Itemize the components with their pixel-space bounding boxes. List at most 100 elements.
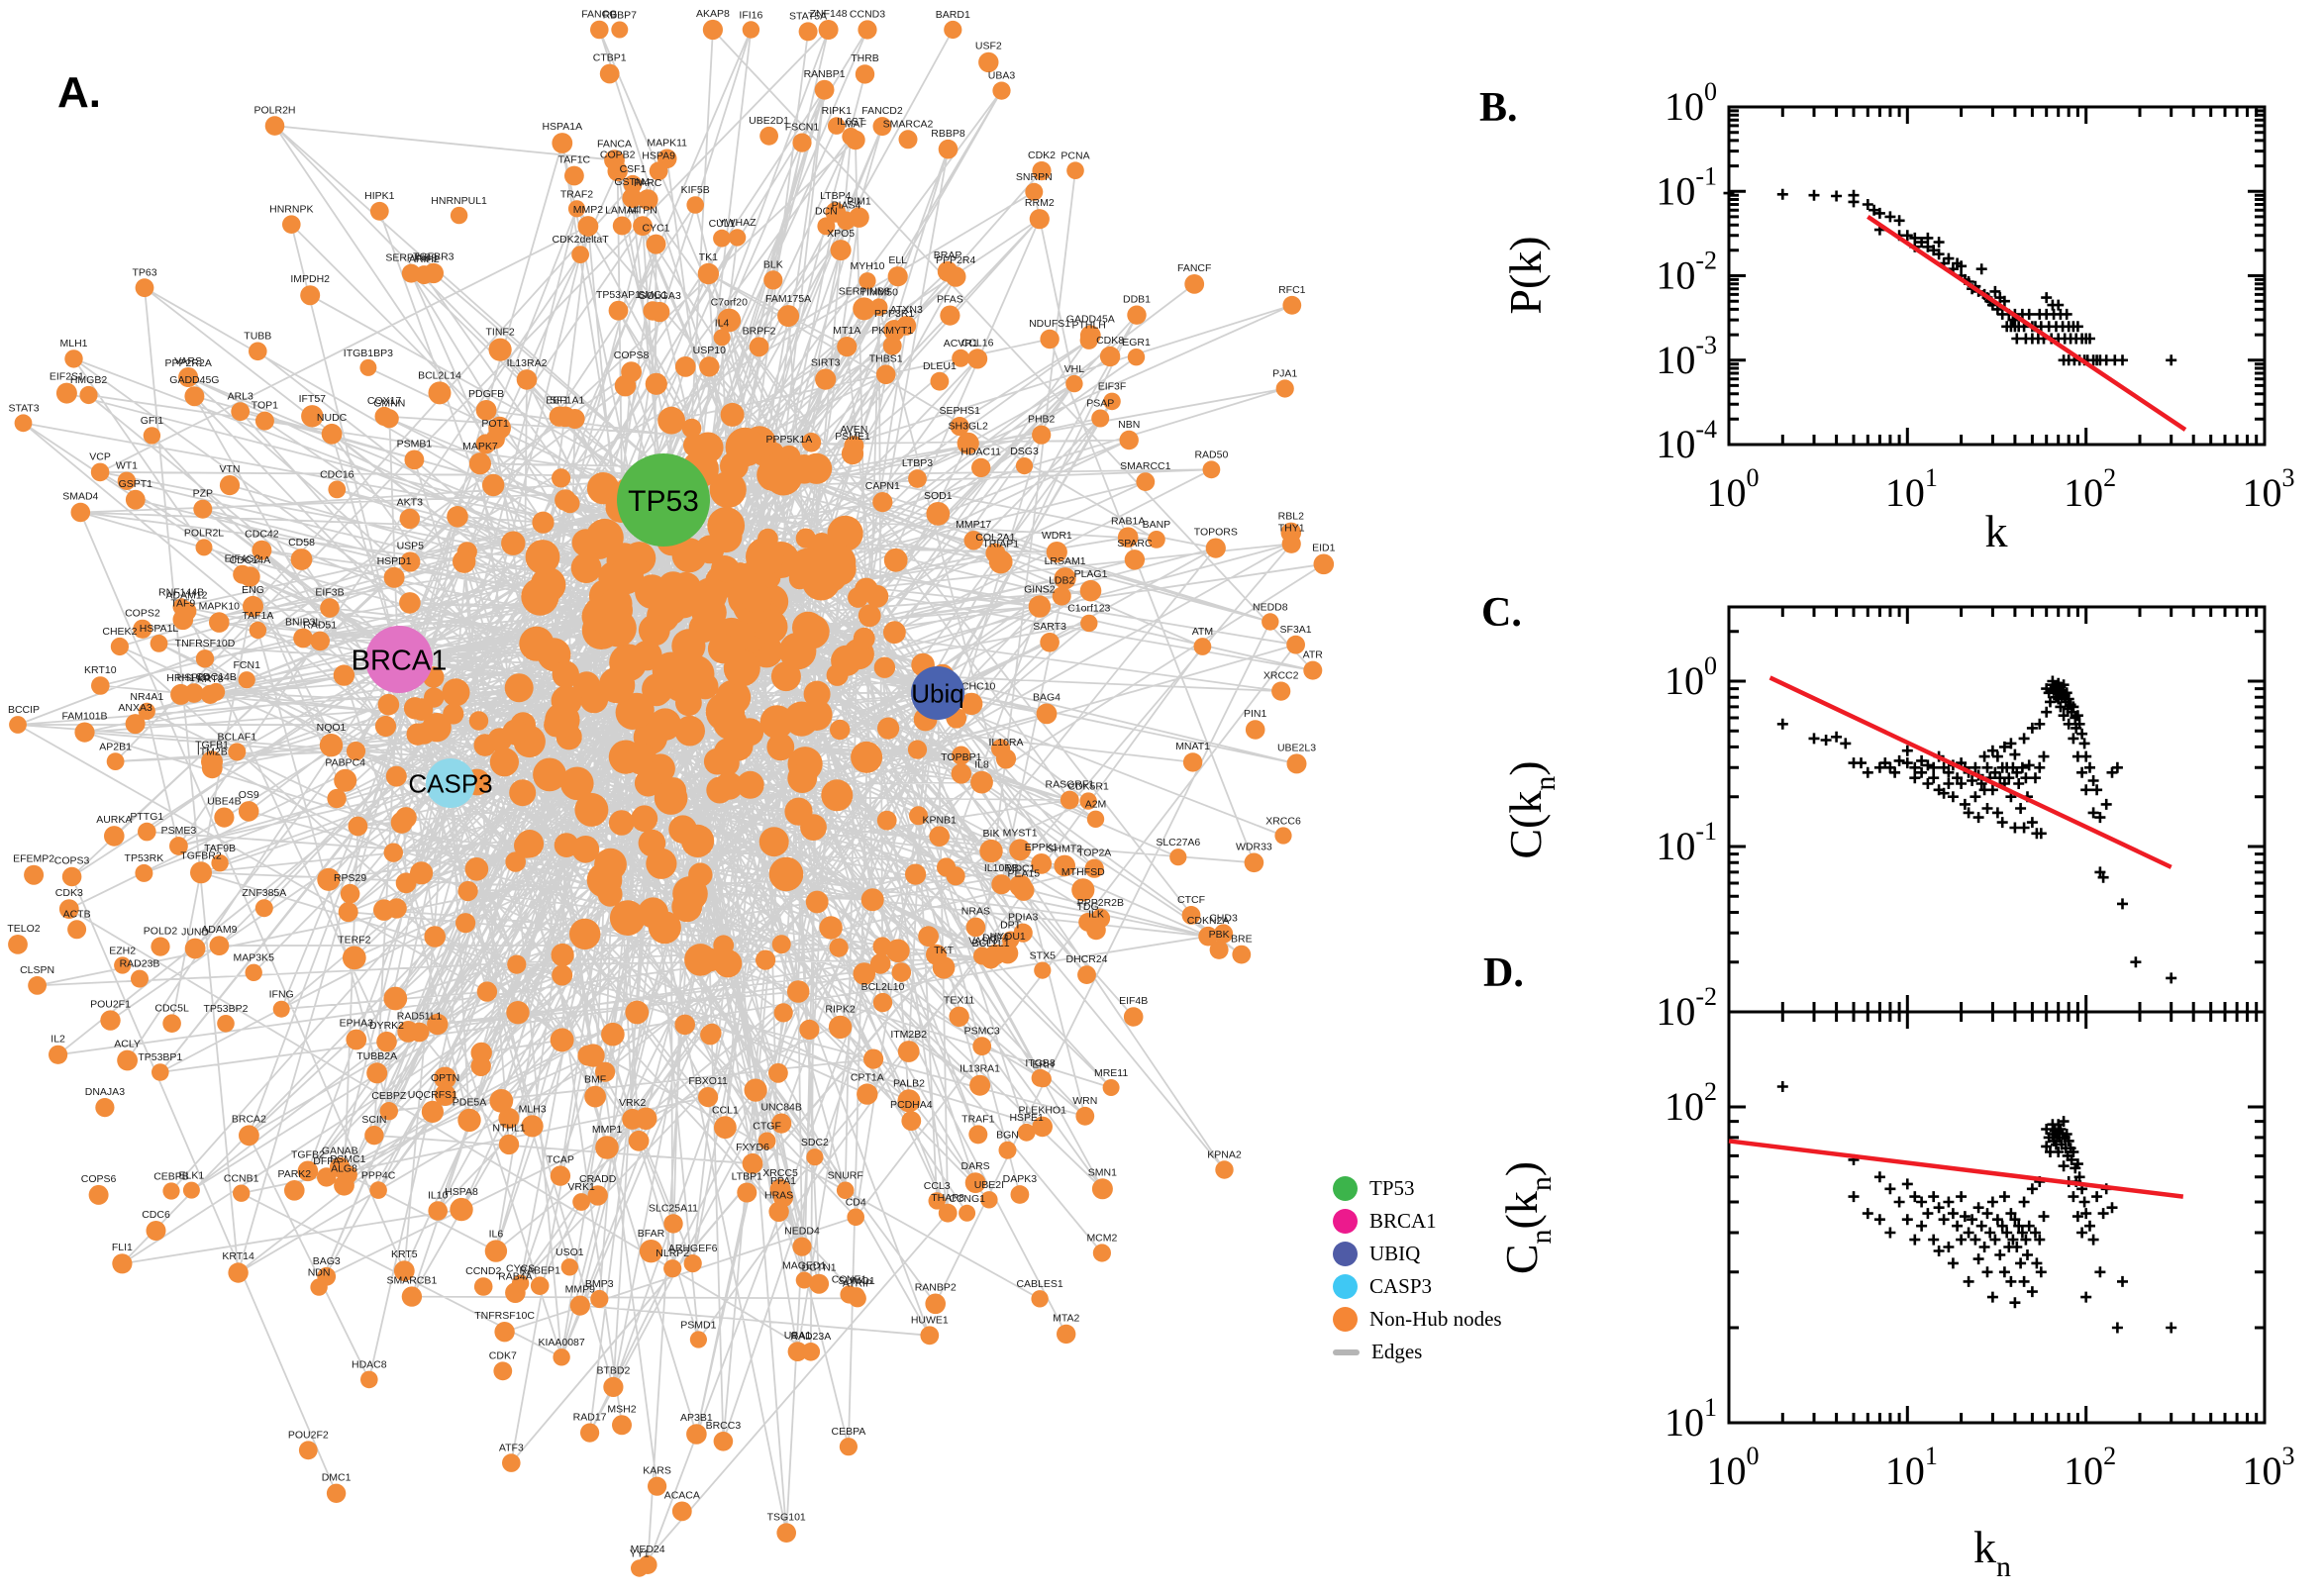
- gene-label: PPP2R2A: [165, 357, 212, 369]
- gene-label: YY1: [630, 1547, 650, 1559]
- network-node: [468, 711, 489, 731]
- network-node: [90, 462, 110, 482]
- network-node: [764, 457, 803, 496]
- gene-label: XRCC5: [762, 1167, 798, 1179]
- network-node: [671, 1501, 692, 1522]
- network-node: [608, 558, 644, 595]
- network-node: [553, 1348, 570, 1366]
- network-node: [725, 427, 765, 467]
- network-node: [967, 349, 988, 369]
- network-node: [846, 130, 865, 150]
- network-node: [960, 692, 983, 716]
- gene-label: JUND: [181, 927, 209, 939]
- gene-label: PARC: [634, 177, 662, 189]
- gene-label: TP53BP1: [138, 1051, 182, 1063]
- gene-label: PFAS: [937, 294, 963, 306]
- gene-label: UBE2I: [974, 1179, 1004, 1191]
- gene-label: FCN1: [233, 659, 260, 671]
- gene-label: TSG101: [767, 1511, 806, 1523]
- gene-label: UNC84B: [760, 1102, 801, 1114]
- hub-node-brca1: [365, 626, 433, 693]
- network-node: [401, 1286, 423, 1307]
- gene-label: PSME3: [161, 825, 197, 837]
- network-node: [873, 656, 896, 678]
- network-node: [869, 298, 888, 317]
- gene-label: NQO1: [317, 722, 347, 734]
- network-node: [1213, 924, 1234, 944]
- gene-label: UBE2D1: [749, 115, 789, 127]
- scatter-points: [1723, 187, 2177, 366]
- gene-label: RRM2: [1025, 197, 1055, 209]
- gene-label: DPT: [1000, 920, 1022, 932]
- gene-label: HNRNPK: [269, 203, 313, 215]
- gene-label: IL4: [715, 317, 730, 329]
- gene-label: ACLY: [114, 1039, 141, 1050]
- gene-label: PSMC3: [964, 1025, 1000, 1037]
- network-node: [326, 1483, 347, 1504]
- network-node: [369, 1181, 387, 1199]
- network-node: [603, 1376, 624, 1397]
- gene-label: GADD45A: [1066, 313, 1115, 325]
- network-node: [399, 508, 420, 530]
- network-node: [369, 201, 389, 221]
- network-node: [763, 270, 783, 290]
- network-node: [507, 954, 527, 974]
- gene-label: CCL1: [712, 1104, 739, 1116]
- gene-label: TAF1A: [242, 610, 273, 622]
- gene-label: PSAP: [1086, 398, 1114, 410]
- network-node: [1001, 931, 1020, 948]
- brca1-dot-swatch: [1333, 1209, 1358, 1234]
- gene-label: FANCA: [597, 138, 632, 150]
- network-node: [806, 1148, 824, 1166]
- gene-label: CDKN2A: [1187, 915, 1230, 927]
- network-node: [470, 1042, 492, 1064]
- network-node: [399, 592, 421, 614]
- network-node: [773, 1003, 793, 1023]
- network-node: [580, 1423, 600, 1443]
- network-node: [991, 874, 1012, 895]
- network-node: [1040, 329, 1060, 349]
- gene-label: SMAD4: [62, 491, 98, 503]
- network-node: [521, 577, 559, 616]
- gene-label: CDK2deltaT: [552, 234, 609, 246]
- gene-label: CLSPN: [20, 964, 54, 976]
- network-node: [839, 1438, 858, 1456]
- network-node: [552, 660, 579, 688]
- ubiq-dot-swatch: [1333, 1242, 1358, 1266]
- gene-label: ITGB8: [1025, 1057, 1056, 1069]
- network-node: [855, 64, 875, 84]
- network-node: [252, 540, 272, 560]
- network-node: [502, 1453, 521, 1472]
- network-node: [853, 627, 875, 649]
- network-node: [162, 1014, 181, 1033]
- gene-label: SMARCC1: [1120, 460, 1171, 472]
- network-node: [909, 806, 928, 826]
- network-node: [338, 902, 358, 923]
- gene-label: TOP2A: [1077, 848, 1111, 859]
- gene-label: SMN1: [1088, 1166, 1117, 1178]
- network-node: [248, 342, 267, 361]
- gene-label: NBN: [1118, 419, 1140, 431]
- gene-label: CDC42: [245, 529, 279, 541]
- network-node: [9, 716, 27, 734]
- network-node: [631, 1559, 649, 1577]
- network-node: [794, 614, 830, 649]
- network-node: [886, 939, 910, 963]
- network-node: [1286, 635, 1305, 654]
- gene-label: PBK: [1209, 929, 1230, 941]
- gene-label: LTBP4: [820, 190, 851, 202]
- network-node: [969, 1074, 991, 1096]
- network-node: [1281, 534, 1301, 553]
- network-node: [320, 598, 340, 618]
- network-node: [1124, 549, 1146, 570]
- network-node: [586, 862, 623, 898]
- gene-label: THAP8: [931, 1192, 964, 1204]
- network-node: [282, 215, 301, 234]
- gene-label: SNURF: [828, 1170, 863, 1182]
- network-node: [872, 937, 892, 956]
- gene-label: CABLES1: [1016, 1278, 1062, 1290]
- gene-label: SDC2: [801, 1137, 829, 1148]
- network-node: [551, 685, 582, 717]
- network-node: [385, 765, 407, 787]
- gene-label: MTPN: [628, 204, 657, 216]
